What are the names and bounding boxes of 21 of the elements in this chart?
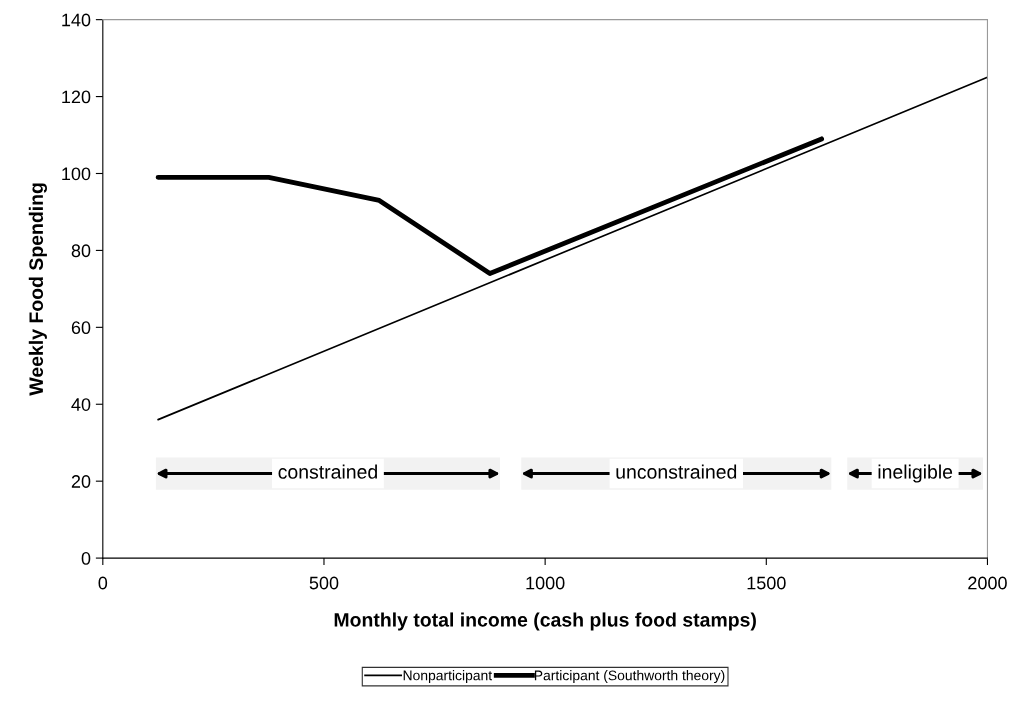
y-tick-label: 20 xyxy=(71,475,91,488)
y-axis-title: Weekly Food Spending xyxy=(28,183,47,396)
line-series xyxy=(155,136,825,276)
x-tick-label: 2000 xyxy=(968,576,1007,590)
y-tick-label: 60 xyxy=(71,321,91,335)
band-label: constrained xyxy=(278,464,377,479)
x-tick-label: 0 xyxy=(98,576,108,590)
x-tick-label: 1000 xyxy=(526,576,565,590)
y-tick-label: 0 xyxy=(81,552,91,565)
x-tick-label: 1500 xyxy=(747,576,786,590)
y-tick-label: 120 xyxy=(62,90,91,104)
y-tick-label: 40 xyxy=(71,398,91,411)
legend-label: Nonparticipant xyxy=(403,670,493,684)
y-tick-label: 140 xyxy=(62,13,91,27)
x-tick-label: 500 xyxy=(309,576,339,590)
x-axis-title: Monthly total income (cash plus food stamps) xyxy=(334,612,756,631)
band-label: ineligible xyxy=(878,464,953,483)
band-label: unconstrained xyxy=(616,464,737,479)
y-tick-label: 100 xyxy=(62,167,91,181)
y-tick-label: 80 xyxy=(71,244,91,258)
legend-label: Participant (Southworth theory) xyxy=(534,670,725,684)
